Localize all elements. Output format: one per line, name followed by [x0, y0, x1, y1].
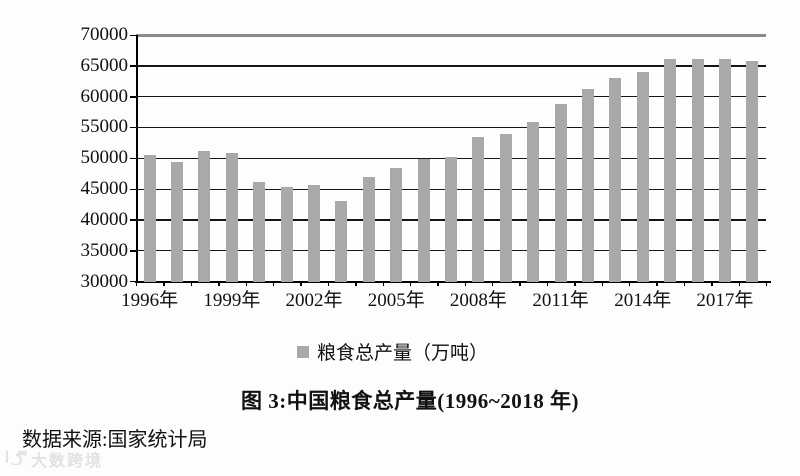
y-tick-label: 30000	[80, 270, 129, 292]
bar-1999	[225, 153, 238, 282]
x-tick	[355, 281, 357, 286]
x-axis	[135, 280, 772, 283]
data-source: 数据来源:国家统计局	[22, 429, 208, 451]
x-tick	[245, 281, 247, 286]
x-tick	[629, 281, 631, 286]
y-tick-label: 65000	[80, 54, 129, 76]
bar-2016	[691, 59, 704, 282]
x-tick	[738, 281, 740, 286]
plot-top-border	[136, 34, 766, 37]
x-tick	[656, 281, 658, 286]
y-tick	[130, 34, 136, 36]
bar-2014	[636, 72, 649, 282]
watermark-logo-icon	[5, 449, 28, 470]
watermark-text: 大数跨境	[31, 453, 104, 470]
bar-2015	[664, 59, 677, 282]
legend-label: 粮食总产量（万吨）	[317, 343, 489, 364]
bar-2012	[581, 89, 594, 282]
y-tick	[130, 65, 136, 67]
x-tick	[766, 281, 768, 286]
bar-2013	[609, 77, 622, 282]
bar-2018	[746, 60, 759, 282]
x-tick	[683, 281, 686, 286]
bar-2000	[253, 181, 266, 282]
x-tick	[409, 281, 412, 286]
y-tick	[130, 219, 136, 221]
y-tick-label: 55000	[80, 116, 129, 138]
bar-2001	[280, 187, 293, 282]
x-tick-label: 2014年	[614, 289, 672, 311]
bar-2003	[335, 200, 348, 282]
x-tick	[601, 281, 604, 286]
bar-2004	[362, 177, 375, 282]
y-tick-label: 60000	[80, 85, 129, 107]
x-tick-label: 1996年	[121, 289, 179, 311]
legend-swatch-icon	[297, 345, 309, 358]
y-tick	[130, 157, 136, 160]
x-tick	[574, 281, 576, 286]
x-tick	[492, 281, 494, 286]
bar-2005	[390, 168, 403, 282]
x-tick-label: 2011年	[532, 289, 589, 311]
y-tick-label: 45000	[80, 178, 129, 200]
bar-2007	[445, 157, 457, 282]
x-tick	[300, 281, 302, 286]
watermark: 大数跨境	[5, 447, 103, 471]
bar-2006	[417, 159, 430, 282]
bar-2009	[499, 133, 512, 282]
y-tick	[130, 250, 136, 252]
legend: 粮食总产量（万吨）	[297, 338, 488, 365]
bar-1998	[198, 150, 211, 282]
x-tick	[546, 281, 549, 286]
gridline	[136, 126, 766, 129]
y-tick	[130, 96, 136, 98]
x-tick	[136, 281, 138, 286]
y-tick-label: 40000	[80, 208, 129, 230]
x-tick-label: 2017年	[696, 289, 754, 311]
chart-title: 图 3:中国粮食总产量(1996~2018 年)	[241, 389, 579, 413]
x-tick	[437, 281, 439, 286]
bar-2017	[718, 58, 731, 282]
y-tick	[130, 281, 136, 283]
x-tick	[218, 281, 220, 286]
x-tick	[519, 281, 521, 286]
y-tick-label: 70000	[80, 24, 129, 45]
y-tick	[130, 188, 136, 190]
x-tick	[327, 281, 330, 286]
x-tick-label: 1999年	[203, 289, 261, 311]
x-tick	[190, 281, 193, 286]
x-tick	[272, 281, 275, 286]
bar-2010	[527, 121, 540, 282]
x-tick	[163, 281, 165, 286]
y-tick-label: 50000	[80, 147, 129, 169]
x-tick	[382, 281, 384, 286]
x-tick-label: 2005年	[367, 289, 425, 311]
gridline	[136, 65, 766, 67]
x-tick	[464, 281, 467, 286]
bar-1997	[171, 161, 184, 282]
x-tick-label: 2002年	[285, 289, 343, 311]
x-tick-label: 2008年	[449, 289, 507, 311]
bar-2008	[472, 137, 485, 282]
gridline	[136, 96, 766, 98]
x-tick	[711, 281, 713, 286]
bar-2011	[554, 103, 567, 282]
bar-1996	[143, 155, 156, 282]
bar-2002	[308, 184, 321, 282]
y-tick-label: 35000	[80, 239, 129, 261]
y-tick	[130, 126, 136, 129]
plot-area	[135, 34, 772, 283]
